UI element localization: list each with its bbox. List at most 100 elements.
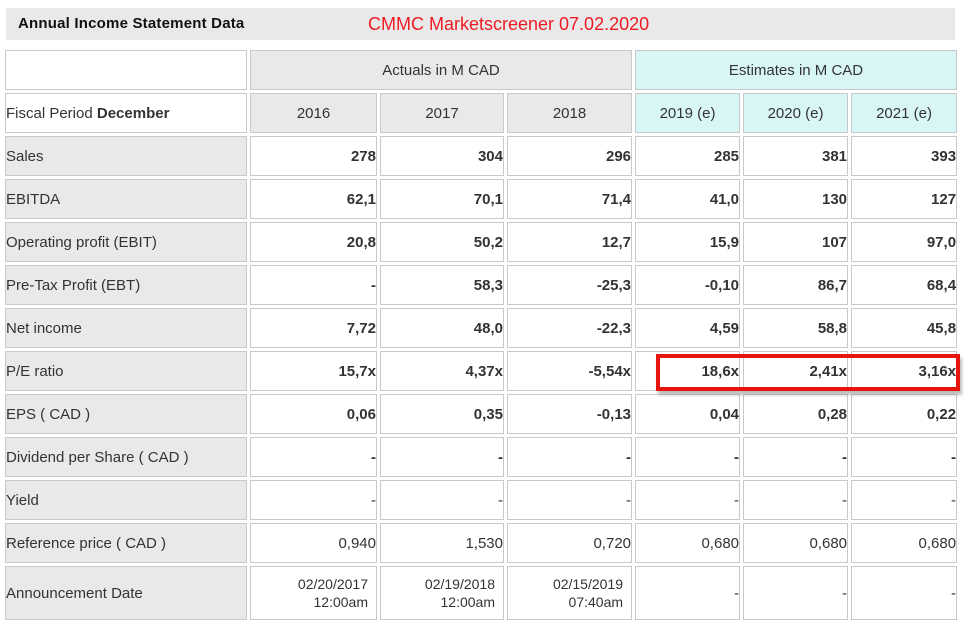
- cell-value: -: [851, 566, 958, 620]
- cell-value: 3,16x: [851, 351, 958, 391]
- cell-value: -: [635, 480, 741, 520]
- cell-value: -: [507, 437, 633, 477]
- cell-value: -25,3: [507, 265, 633, 305]
- cell-value: 0,28: [743, 394, 849, 434]
- cell-value: 15,9: [635, 222, 741, 262]
- cell-value: -: [250, 480, 377, 520]
- cell-value: 20,8: [250, 222, 377, 262]
- cell-value: 7,72: [250, 308, 377, 348]
- cell-value: 0,940: [250, 523, 377, 563]
- cell-value: 4,37x: [380, 351, 504, 391]
- cell-value: 62,1: [250, 179, 377, 219]
- year-header-2018: 2018: [507, 93, 633, 133]
- year-header-2020e: 2020 (e): [743, 93, 849, 133]
- year-header-2021e: 2021 (e): [851, 93, 958, 133]
- table-row: EBITDA 62,1 70,1 71,4 41,0 130 127: [5, 179, 958, 219]
- table-row: Reference price ( CAD ) 0,940 1,530 0,720 0,…: [5, 523, 958, 563]
- cell-value: 15,7x: [250, 351, 377, 391]
- table-row: Dividend per Share ( CAD ) - - - - - -: [5, 437, 958, 477]
- fiscal-period-label: Fiscal Period December: [5, 93, 247, 133]
- title-bar: Annual Income Statement Data CMMC Market…: [6, 8, 955, 40]
- cell-value: -: [380, 437, 504, 477]
- cell-value: 0,22: [851, 394, 958, 434]
- table-row: Yield - - - - - -: [5, 480, 958, 520]
- row-label: Sales: [5, 136, 247, 176]
- cell-value: 86,7: [743, 265, 849, 305]
- year-header-2017: 2017: [380, 93, 504, 133]
- table-row: Net income 7,72 48,0 -22,3 4,59 58,8 45,8: [5, 308, 958, 348]
- cell-value: 2,41x: [743, 351, 849, 391]
- year-header-2019e: 2019 (e): [635, 93, 741, 133]
- row-label: Net income: [5, 308, 247, 348]
- table-row: P/E ratio 15,7x 4,37x -5,54x 18,6x 2,41x 3,16x: [5, 351, 958, 391]
- cell-value: 393: [851, 136, 958, 176]
- annotation-text: CMMC Marketscreener 07.02.2020: [368, 14, 650, 34]
- cell-value: 304: [380, 136, 504, 176]
- row-label: Yield: [5, 480, 247, 520]
- actuals-group-header: Actuals in M CAD: [250, 50, 633, 90]
- row-label: Dividend per Share ( CAD ): [5, 437, 247, 477]
- estimates-group-header: Estimates in M CAD: [635, 50, 958, 90]
- row-label: Reference price ( CAD ): [5, 523, 247, 563]
- cell-value: 02/20/2017 12:00am: [250, 566, 377, 620]
- cell-value: 18,6x: [635, 351, 741, 391]
- cell-value: 68,4: [851, 265, 958, 305]
- cell-value: 45,8: [851, 308, 958, 348]
- cell-value: 130: [743, 179, 849, 219]
- income-statement-table: Actuals in M CAD Estimates in M CAD Fisc…: [2, 47, 960, 623]
- cell-value: -0,13: [507, 394, 633, 434]
- cell-value: -5,54x: [507, 351, 633, 391]
- cell-value: -: [250, 437, 377, 477]
- page-title: Annual Income Statement Data: [18, 15, 245, 32]
- cell-value: 02/15/2019 07:40am: [507, 566, 633, 620]
- cell-value: -: [635, 566, 741, 620]
- cell-value: 381: [743, 136, 849, 176]
- cell-value: 285: [635, 136, 741, 176]
- row-label: EPS ( CAD ): [5, 394, 247, 434]
- cell-value: 12,7: [507, 222, 633, 262]
- cell-value: 50,2: [380, 222, 504, 262]
- row-label: Announcement Date: [5, 566, 247, 620]
- cell-value: 127: [851, 179, 958, 219]
- cell-value: 70,1: [380, 179, 504, 219]
- cell-value: 1,530: [380, 523, 504, 563]
- table-row: Sales 278 304 296 285 381 393: [5, 136, 958, 176]
- row-label: Operating profit (EBIT): [5, 222, 247, 262]
- cell-value: -: [507, 480, 633, 520]
- cell-value: 41,0: [635, 179, 741, 219]
- year-header-row: Fiscal Period December 2016 2017 2018 20…: [5, 93, 958, 133]
- row-label: EBITDA: [5, 179, 247, 219]
- cell-value: -: [635, 437, 741, 477]
- fiscal-period-prefix: Fiscal Period: [6, 104, 93, 122]
- cell-value: 0,06: [250, 394, 377, 434]
- cell-value: 0,04: [635, 394, 741, 434]
- group-header-row: Actuals in M CAD Estimates in M CAD: [5, 50, 958, 90]
- cell-value: 0,720: [507, 523, 633, 563]
- cell-value: 58,8: [743, 308, 849, 348]
- row-label: Pre-Tax Profit (EBT): [5, 265, 247, 305]
- cell-value: 71,4: [507, 179, 633, 219]
- cell-value: 0,35: [380, 394, 504, 434]
- cell-value: 0,680: [743, 523, 849, 563]
- cell-value: -: [743, 566, 849, 620]
- fiscal-period-month: December: [96, 104, 170, 122]
- cell-value: 0,680: [635, 523, 741, 563]
- cell-value: -: [743, 480, 849, 520]
- cell-value: 278: [250, 136, 377, 176]
- cell-value: -: [250, 265, 377, 305]
- row-label: P/E ratio: [5, 351, 247, 391]
- table-row: Operating profit (EBIT) 20,8 50,2 12,7 15,9 1…: [5, 222, 958, 262]
- cell-value: 296: [507, 136, 633, 176]
- table-row: EPS ( CAD ) 0,06 0,35 -0,13 0,04 0,28 0,22: [5, 394, 958, 434]
- cell-value: 0,680: [851, 523, 958, 563]
- cell-value: -: [743, 437, 849, 477]
- cell-value: 107: [743, 222, 849, 262]
- cell-value: -: [851, 437, 958, 477]
- cell-value: 02/19/2018 12:00am: [380, 566, 504, 620]
- cell-value: 97,0: [851, 222, 958, 262]
- blank-corner-cell: [5, 50, 247, 90]
- cell-value: -22,3: [507, 308, 633, 348]
- cell-value: 48,0: [380, 308, 504, 348]
- cell-value: 58,3: [380, 265, 504, 305]
